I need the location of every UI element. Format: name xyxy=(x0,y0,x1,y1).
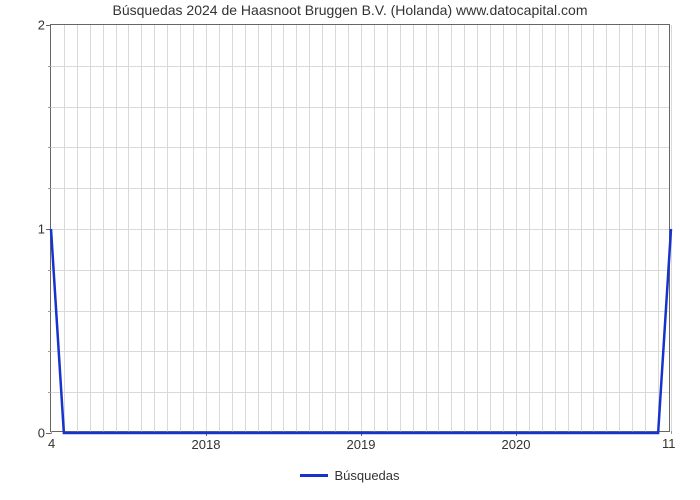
chart-title: Búsquedas 2024 de Haasnoot Bruggen B.V. … xyxy=(0,2,700,18)
x-minor-tick xyxy=(671,431,672,434)
x-tick-label: 2019 xyxy=(347,437,376,452)
y-tick-label: 1 xyxy=(38,222,45,237)
x-tick-label: 2018 xyxy=(192,437,221,452)
series-line xyxy=(51,25,671,433)
y-tick-label: 0 xyxy=(38,426,45,441)
legend-label: Búsquedas xyxy=(334,468,399,483)
plot-area: 012201820192020 xyxy=(50,24,670,432)
grid-line-vertical xyxy=(671,25,672,431)
x-tick-label: 2020 xyxy=(502,437,531,452)
corner-label-left: 4 xyxy=(48,436,55,451)
legend: Búsquedas xyxy=(0,468,700,483)
corner-label-right: 11 xyxy=(662,436,676,451)
legend-swatch xyxy=(300,474,328,477)
y-tick-label: 2 xyxy=(38,18,45,33)
